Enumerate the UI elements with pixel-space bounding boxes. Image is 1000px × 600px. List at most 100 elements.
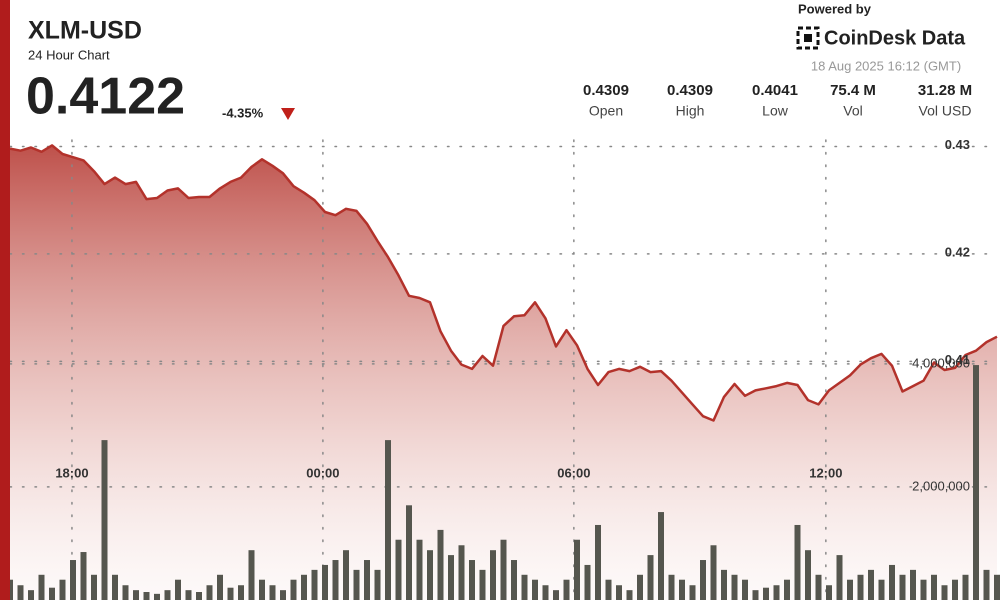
volume-bar [626, 590, 633, 600]
stat-label: Vol USD [919, 103, 972, 119]
volume-bar [80, 552, 87, 600]
volume-bar [17, 585, 24, 600]
volume-bar [112, 574, 118, 600]
volume-bar [857, 574, 864, 600]
volume-bar [59, 579, 66, 600]
volume-bar [532, 579, 538, 600]
volume-bar [868, 569, 874, 600]
volume-bar [721, 569, 727, 600]
volume-bar [175, 579, 181, 600]
brand-logo [796, 26, 820, 50]
volume-bar [973, 365, 979, 600]
y-tick-label: 0.41 [945, 352, 970, 367]
brand-name: CoinDesk Data [824, 27, 966, 49]
volume-bar [584, 564, 591, 600]
volume-bar [91, 574, 97, 600]
volume-bar [983, 569, 990, 600]
volume-bar [700, 560, 706, 600]
volume-bar [668, 574, 675, 600]
volume-bar [490, 550, 496, 600]
volume-bar [406, 505, 412, 600]
volume-bar [563, 579, 570, 600]
volume-bar [521, 574, 528, 600]
powered-by: Powered by [798, 1, 872, 16]
volume-bar [38, 574, 45, 600]
price-area [10, 145, 997, 600]
volume-bar [931, 574, 937, 600]
volume-bar [322, 564, 328, 600]
volume-bar [143, 592, 150, 600]
volume-bar [343, 550, 349, 600]
volume-bar [889, 564, 895, 600]
volume-bar [616, 585, 622, 600]
volume-bar [637, 574, 643, 600]
volume-bar [500, 539, 507, 600]
volume-bar [710, 545, 717, 600]
volume-bar [511, 560, 517, 600]
stat-value: 75.4 M [830, 82, 876, 99]
stat-value: 0.4309 [583, 82, 629, 99]
stat-label: High [676, 103, 705, 119]
volume-bar [49, 587, 55, 600]
volume-bar [836, 555, 843, 600]
volume-bar [794, 524, 801, 600]
plot-area: 0.41 0.42 0.43 2,000,000 4,000,000 18:00 00:00… [7, 137, 1000, 600]
stats: 0.4309 Open 0.4309 High 0.4041 Low 75.4 M Vol 31… [583, 82, 972, 119]
volume-bar [994, 574, 1000, 600]
volume-bar [542, 585, 549, 600]
current-price: 0.4122 [26, 68, 185, 126]
volume-bar [164, 590, 171, 600]
volume-bar [826, 585, 832, 600]
stat-value: 0.4041 [752, 82, 798, 99]
volume-bar [658, 512, 664, 600]
price-change: -4.35% [222, 105, 264, 120]
volume-bar [311, 569, 318, 600]
volume-bar [28, 590, 34, 600]
volume-bar [154, 593, 160, 600]
y-tick-label: 0.42 [945, 244, 970, 259]
volume-bar [815, 574, 822, 600]
volume-bar [196, 592, 202, 600]
volume-bar [395, 539, 402, 600]
accent-bar [0, 0, 10, 600]
volume-bar [458, 545, 465, 600]
volume-bar [574, 539, 580, 600]
volume-bar [301, 574, 307, 600]
volume-bar [962, 574, 969, 600]
volume-bar [290, 579, 297, 600]
volume-bar [847, 579, 853, 600]
x-tick-label: 00:00 [306, 465, 339, 480]
volume-bar [185, 590, 192, 600]
volume-bar [784, 579, 790, 600]
volume-bar [805, 550, 811, 600]
volume-bar [952, 579, 958, 600]
volume-bar [437, 529, 444, 600]
volume-bar [427, 550, 433, 600]
volume-bar [70, 560, 76, 600]
y2-tick-label: 4,000,000 [912, 355, 970, 370]
volume-bar [269, 585, 276, 600]
volume-bar [763, 587, 769, 600]
stat-label: Low [762, 103, 789, 119]
volume-bar [689, 585, 696, 600]
stat-label: Open [589, 103, 623, 119]
volume-bar [752, 590, 759, 600]
volume-bar [332, 560, 339, 600]
volume-bar [469, 560, 475, 600]
volume-bar [448, 555, 454, 600]
volume-bar [679, 579, 685, 600]
volume-bar [133, 590, 139, 600]
volume-bar [206, 585, 213, 600]
volume-bar [479, 569, 486, 600]
volume-bar [101, 440, 108, 600]
down-arrow [281, 108, 295, 120]
volume-bar [227, 587, 234, 600]
stat-value: 0.4309 [667, 82, 713, 99]
price-line [9, 144, 998, 422]
volume-bar [353, 569, 360, 600]
volume-bar [742, 579, 748, 600]
volume-bar [364, 560, 370, 600]
x-tick-label: 06:00 [557, 465, 590, 480]
grid [9, 139, 998, 600]
